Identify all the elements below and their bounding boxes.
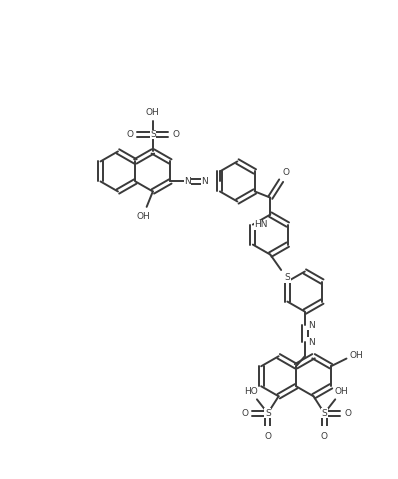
- Text: N: N: [184, 177, 191, 186]
- Text: S: S: [322, 409, 327, 418]
- Text: HN: HN: [254, 220, 268, 229]
- Text: OH: OH: [335, 387, 348, 396]
- Text: S: S: [285, 273, 290, 282]
- Text: N: N: [308, 338, 314, 347]
- Text: O: O: [173, 130, 179, 139]
- Text: S: S: [265, 409, 271, 418]
- Text: O: O: [282, 169, 289, 178]
- Text: O: O: [344, 409, 351, 418]
- Text: OH: OH: [350, 351, 363, 360]
- Text: OH: OH: [146, 108, 160, 117]
- Text: O: O: [241, 409, 248, 418]
- Text: HO: HO: [244, 387, 258, 396]
- Text: N: N: [308, 321, 314, 330]
- Text: O: O: [264, 432, 271, 441]
- Text: S: S: [150, 130, 156, 139]
- Text: N: N: [201, 177, 208, 186]
- Text: O: O: [321, 432, 328, 441]
- Text: OH: OH: [137, 212, 150, 221]
- Text: O: O: [126, 130, 133, 139]
